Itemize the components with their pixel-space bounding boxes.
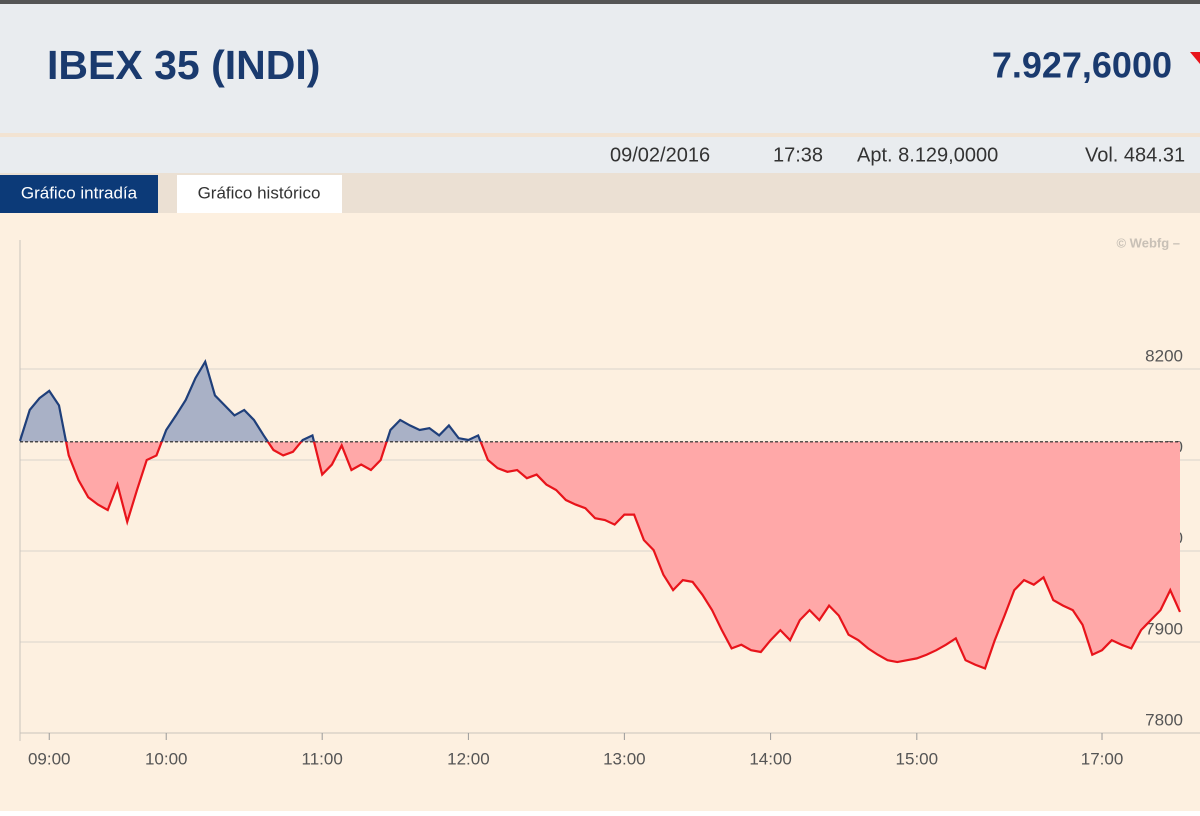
tab-label[interactable]: Gráfico histórico [198,183,321,202]
x-tick-label: 13:00 [603,749,646,768]
x-tick-label: 12:00 [447,749,490,768]
time: 17:38 [773,144,823,166]
x-tick-label: 11:00 [302,749,343,768]
line-up [18,358,482,442]
y-tick-label: 7900 [1145,619,1183,638]
area-up [20,361,481,442]
x-tick-label: 14:00 [749,749,792,768]
x-tick-label: 10:00 [145,749,188,768]
area-down [20,441,1180,669]
info-bg [0,137,1200,173]
volume: Vol. 484.31 [1085,144,1185,166]
price: 7.927,6000 [992,45,1172,86]
title: IBEX 35 (INDI) [47,42,320,88]
change-arrow [1190,52,1200,64]
separator [0,133,1200,137]
y-tick-label: 7800 [1145,710,1183,729]
top-border [0,0,1200,4]
tab[interactable] [177,175,342,213]
x-tick-label: 09:00 [28,749,71,768]
date: 09/02/2016 [610,144,710,166]
line-down [64,441,1182,670]
x-tick-label: 15:00 [896,749,939,768]
tab-active[interactable] [0,175,158,213]
tab-label[interactable]: Gráfico intradía [21,183,138,202]
watermark: © Webfg – [1116,235,1180,250]
y-tick-label: 8200 [1145,346,1183,365]
x-tick-label: 17:00 [1081,749,1124,768]
header-bg [0,0,1200,133]
open: Apt. 8.129,0000 [857,144,998,166]
